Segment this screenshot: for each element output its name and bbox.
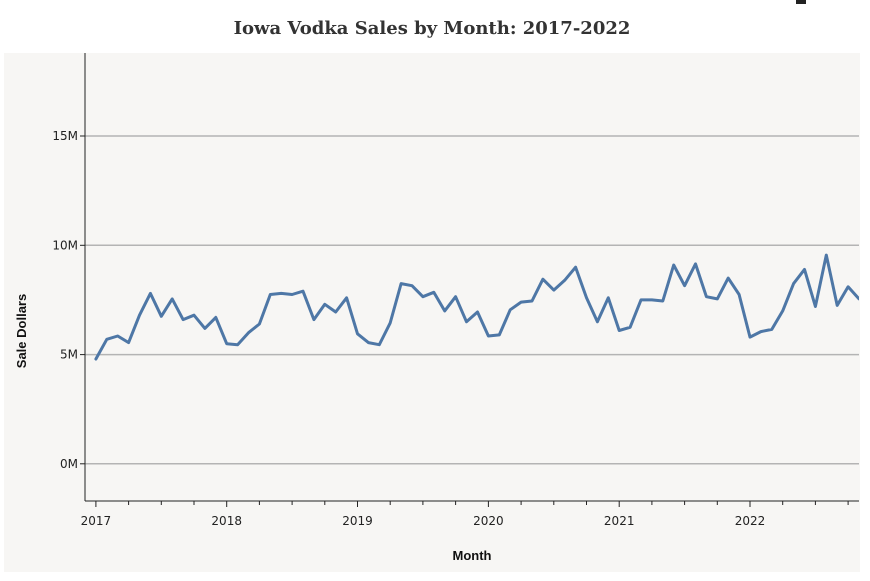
chart-title: Iowa Vodka Sales by Month: 2017-2022 [233,18,631,39]
gridlines [85,135,859,465]
x-axis-ticks: 2017 2018 2019 2020 2021 2022 [81,500,859,528]
x-tick-label: 2018 [211,514,242,528]
x-tick-label: 2021 [604,514,635,528]
line-chart: 0M 5M 10M 15M 2017 2018 2019 2020 2021 2022 Mont… [14,53,859,563]
y-tick-label: 0M [60,457,78,471]
corner-mark [796,0,806,4]
y-axis-title: Sale Dollars [14,294,29,368]
series-lines [94,253,859,361]
y-tick-label: 5M [60,348,78,362]
x-tick-label: 2019 [342,514,373,528]
chart-panel: 0M 5M 10M 15M 2017 2018 2019 2020 2021 2022 Mont… [4,53,860,572]
x-tick-label: 2020 [473,514,504,528]
x-tick-label: 2022 [735,514,766,528]
x-axis-title: Month [453,548,492,563]
y-tick-label: 15M [52,129,78,143]
series-line-0 [94,253,859,361]
y-tick-label: 10M [52,238,78,252]
x-tick-label: 2017 [81,514,112,528]
y-axis-ticks: 0M 5M 10M 15M [52,53,86,501]
